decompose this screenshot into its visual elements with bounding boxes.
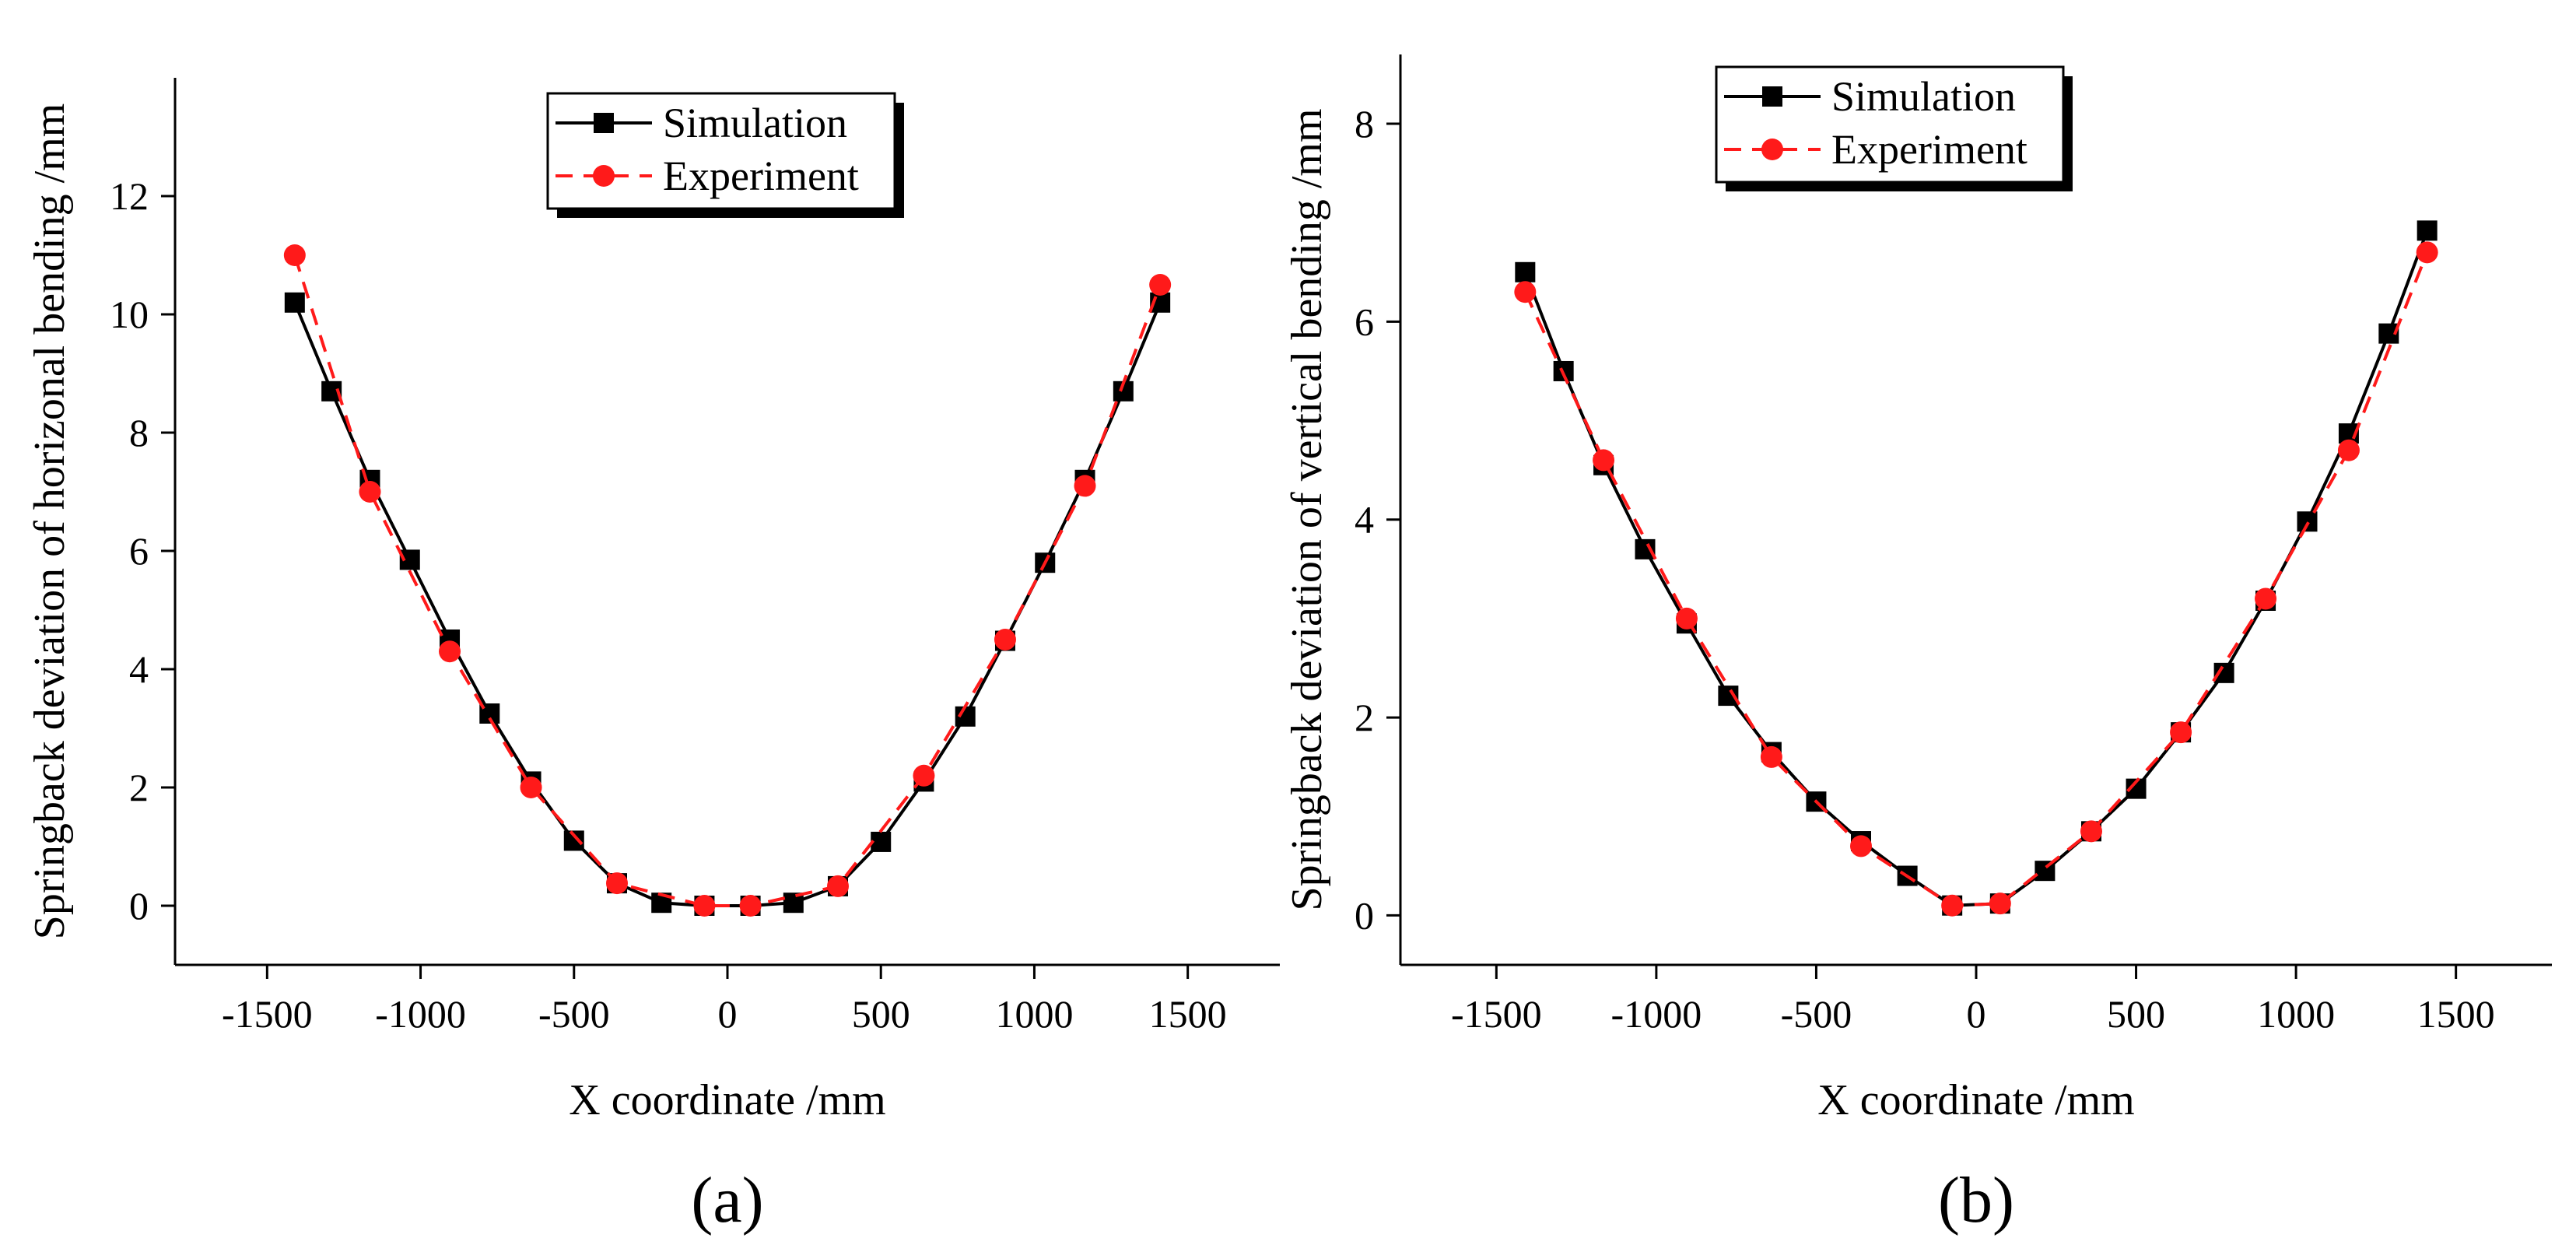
data-point-simulation: [955, 706, 976, 727]
data-point-experiment: [439, 640, 461, 663]
data-point-experiment: [359, 481, 381, 503]
data-point-experiment: [1593, 449, 1615, 472]
y-ticks: 0 2 4 6 8 10 12: [110, 174, 175, 928]
legend-marker-simulation: [1762, 86, 1782, 107]
series-line-experiment: [293, 254, 1162, 907]
data-point-simulation: [284, 292, 305, 313]
data-point-experiment: [1760, 745, 1782, 768]
x-tick-label: -1000: [375, 992, 466, 1036]
y-axis-label: Springback deviation of vertical bending…: [1283, 108, 1331, 910]
data-point-simulation: [2297, 511, 2318, 532]
series-layer: [1514, 220, 2438, 917]
data-point-experiment: [1850, 835, 1872, 857]
x-tick-label: -1500: [1451, 992, 1542, 1036]
data-point-experiment: [1675, 607, 1698, 630]
legend: Simulation Experiment: [546, 92, 904, 218]
data-point-simulation: [1635, 538, 1656, 559]
legend-label-experiment: Experiment: [1831, 126, 2028, 173]
y-tick-label: 0: [1355, 893, 1374, 937]
legend-marker-simulation: [594, 113, 614, 133]
data-point-experiment: [994, 629, 1016, 651]
x-tick-label: 500: [2107, 992, 2165, 1036]
data-point-experiment: [520, 777, 542, 798]
x-tick-label: -1500: [222, 992, 313, 1036]
legend: Simulation Experiment: [1715, 65, 2073, 191]
panel-label: (a): [691, 1164, 763, 1236]
legend-box: [546, 92, 896, 210]
data-point-experiment: [739, 895, 762, 917]
legend-label-experiment: Experiment: [663, 153, 859, 199]
data-point-experiment: [693, 895, 716, 917]
data-point-experiment: [913, 764, 935, 787]
series-line-experiment: [1523, 251, 2429, 907]
data-point-experiment: [1514, 281, 1537, 303]
y-tick-label: 4: [1355, 498, 1374, 542]
data-point-experiment: [827, 875, 849, 897]
x-tick-label: 500: [852, 992, 910, 1036]
x-axis-label: X coordinate /mm: [1817, 1076, 2134, 1124]
x-tick-label: -500: [538, 992, 610, 1036]
y-tick-label: 12: [110, 174, 149, 218]
data-point-experiment: [1989, 893, 2011, 915]
y-tick-label: 6: [129, 529, 149, 573]
y-tick-label: 8: [129, 411, 149, 454]
data-point-experiment: [2416, 241, 2438, 264]
x-tick-label: 1500: [2417, 992, 2495, 1036]
data-point-experiment: [2080, 820, 2102, 843]
x-tick-label: -500: [1781, 992, 1852, 1036]
legend-label-simulation: Simulation: [663, 100, 847, 146]
x-ticks: -1500 -1000 -500 0 500 1000 1500: [1451, 965, 2495, 1036]
data-point-simulation: [1515, 261, 1536, 282]
y-tick-label: 4: [129, 647, 149, 691]
y-tick-label: 2: [129, 766, 149, 809]
panel-a: -1500 -1000 -500 0 500 1000 1500 0 2 4 6 8 10 12 X c…: [26, 78, 1280, 1236]
data-point-experiment: [283, 244, 306, 266]
x-ticks: -1500 -1000 -500 0 500 1000 1500: [222, 965, 1227, 1036]
series-line-simulation: [1523, 230, 2429, 907]
panel-b: -1500 -1000 -500 0 500 1000 1500 0 2 4 6 8 X coord…: [1283, 54, 2552, 1236]
series-layer: [283, 244, 1172, 917]
x-axis-label: X coordinate /mm: [569, 1076, 885, 1124]
panel-label: (b): [1938, 1164, 2014, 1236]
legend-marker-experiment: [593, 165, 615, 187]
y-tick-label: 10: [110, 293, 149, 336]
x-tick-label: 0: [1967, 992, 1986, 1036]
data-point-experiment: [2170, 721, 2192, 744]
legend-box: [1715, 65, 2065, 184]
y-tick-label: 6: [1355, 300, 1374, 343]
y-ticks: 0 2 4 6 8: [1355, 102, 1400, 937]
y-tick-label: 0: [129, 884, 149, 928]
legend-label-simulation: Simulation: [1831, 73, 2016, 120]
x-tick-label: 1500: [1149, 992, 1227, 1036]
data-point-experiment: [606, 872, 628, 895]
data-point-experiment: [2337, 439, 2360, 461]
data-point-experiment: [1149, 274, 1172, 296]
y-axis-label: Springback deviation of horizonal bendin…: [26, 103, 74, 940]
x-tick-label: -1000: [1611, 992, 1702, 1036]
x-tick-label: 1000: [995, 992, 1073, 1036]
data-point-simulation: [2417, 220, 2438, 241]
data-point-experiment: [1074, 475, 1096, 497]
y-tick-label: 2: [1355, 696, 1374, 739]
x-tick-label: 1000: [2257, 992, 2335, 1036]
x-tick-label: 0: [718, 992, 738, 1036]
legend-marker-experiment: [1761, 139, 1783, 160]
data-point-experiment: [1941, 894, 1964, 917]
y-tick-label: 8: [1355, 102, 1374, 146]
data-point-experiment: [2255, 587, 2277, 610]
